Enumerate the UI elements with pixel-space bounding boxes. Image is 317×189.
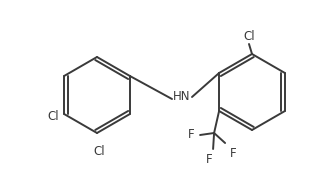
Text: Cl: Cl — [243, 30, 255, 43]
Text: F: F — [187, 129, 194, 142]
Text: F: F — [206, 153, 212, 166]
Text: HN: HN — [173, 91, 191, 104]
Text: Cl: Cl — [48, 109, 59, 122]
Text: F: F — [230, 147, 237, 160]
Text: Cl: Cl — [93, 145, 105, 158]
